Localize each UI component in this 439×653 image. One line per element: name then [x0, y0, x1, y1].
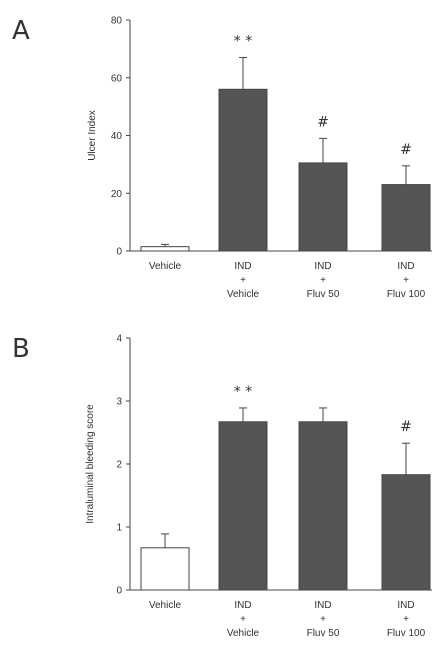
- chart0-bar: [140, 246, 190, 252]
- chart1-y-axis-label: Intraluminal bleeding score: [85, 404, 96, 524]
- chart0-category-label: IND: [397, 261, 414, 272]
- chart0-bar: [218, 88, 268, 252]
- chart1-bar: [218, 421, 268, 591]
- chart0-bar: [381, 184, 431, 252]
- chart0-significance-label: #: [400, 142, 412, 158]
- chart1-category-label: Vehicle: [227, 628, 260, 639]
- chart1-category-label: +: [320, 614, 326, 625]
- chart1-bar: [381, 474, 431, 591]
- chart1-bar: [140, 547, 190, 591]
- chart1-category-label: IND: [234, 600, 251, 611]
- chart0-y-tick-label: 60: [111, 73, 123, 84]
- chart1-category-label: +: [403, 614, 409, 625]
- chart0-category-label: +: [320, 275, 326, 286]
- bleeding-score-chart: 0 1 2 3 4 Intraluminal bleeding score Vehicle *…: [85, 334, 432, 639]
- chart0-y-tick-label: 40: [111, 131, 123, 142]
- chart1-significance-label: #: [400, 419, 412, 435]
- chart1-category-label: Fluv 100: [387, 628, 426, 639]
- ulcer-index-chart: 0 20 40 60 80 Ulcer Index Vehicle * * IND + Vehicl…: [87, 16, 432, 300]
- chart1-bar: [298, 421, 348, 591]
- chart1-category-label: +: [240, 614, 246, 625]
- chart0-category-label: +: [240, 275, 246, 286]
- chart0-significance-label: * *: [234, 34, 252, 50]
- chart0-category-label: Vehicle: [149, 261, 182, 272]
- chart1-y-tick-label: 4: [116, 334, 122, 345]
- chart1-significance-label: * *: [234, 384, 252, 400]
- chart1-category-label: IND: [397, 600, 414, 611]
- panel-b-letter: B: [12, 334, 30, 364]
- chart1-y-tick-label: 0: [116, 586, 122, 597]
- chart1-category-label: IND: [314, 600, 331, 611]
- panel-a: A 0 20 40 60 80 Ulcer Index Vehicle * * IND + Vehi…: [12, 16, 432, 300]
- chart0-y-axis-label: Ulcer Index: [87, 110, 98, 161]
- chart0-category-label: IND: [234, 261, 251, 272]
- chart1-category-label: Fluv 50: [307, 628, 340, 639]
- chart1-category-label: Vehicle: [149, 600, 182, 611]
- chart0-bar: [298, 162, 348, 252]
- chart0-category-label: IND: [314, 261, 331, 272]
- chart0-significance-label: #: [317, 114, 329, 130]
- chart1-y-tick-label: 2: [116, 460, 122, 471]
- chart0-category-label: +: [403, 275, 409, 286]
- chart0-y-tick-label: 80: [111, 16, 123, 27]
- chart0-category-label: Fluv 50: [307, 289, 340, 300]
- chart1-y-tick-label: 1: [116, 523, 122, 534]
- chart0-category-label: Fluv 100: [387, 289, 426, 300]
- chart0-y-tick-label: 0: [116, 247, 122, 258]
- chart1-y-tick-label: 3: [116, 397, 122, 408]
- chart0-category-label: Vehicle: [227, 289, 260, 300]
- panel-a-letter: A: [12, 16, 30, 46]
- chart0-y-tick-label: 20: [111, 189, 123, 200]
- panel-b: B 0 1 2 3 4 Intraluminal bleeding score Vehicl…: [0, 330, 439, 653]
